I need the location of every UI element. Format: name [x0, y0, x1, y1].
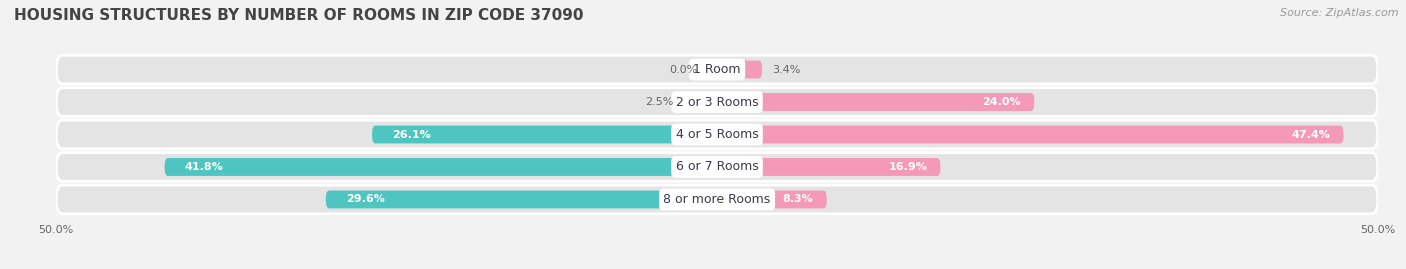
Text: 1 Room: 1 Room — [693, 63, 741, 76]
Text: 29.6%: 29.6% — [346, 194, 385, 204]
Text: HOUSING STRUCTURES BY NUMBER OF ROOMS IN ZIP CODE 37090: HOUSING STRUCTURES BY NUMBER OF ROOMS IN… — [14, 8, 583, 23]
Text: 2.5%: 2.5% — [645, 97, 673, 107]
FancyBboxPatch shape — [373, 126, 717, 143]
FancyBboxPatch shape — [326, 190, 717, 208]
FancyBboxPatch shape — [165, 158, 717, 176]
FancyBboxPatch shape — [685, 93, 717, 111]
FancyBboxPatch shape — [56, 88, 1378, 116]
Text: 41.8%: 41.8% — [184, 162, 224, 172]
Text: 16.9%: 16.9% — [889, 162, 927, 172]
FancyBboxPatch shape — [717, 61, 762, 79]
Text: 4 or 5 Rooms: 4 or 5 Rooms — [676, 128, 758, 141]
FancyBboxPatch shape — [717, 126, 1344, 143]
Text: 2 or 3 Rooms: 2 or 3 Rooms — [676, 95, 758, 108]
FancyBboxPatch shape — [56, 55, 1378, 84]
Text: 0.0%: 0.0% — [669, 65, 697, 75]
Text: 47.4%: 47.4% — [1292, 129, 1330, 140]
Text: Source: ZipAtlas.com: Source: ZipAtlas.com — [1281, 8, 1399, 18]
FancyBboxPatch shape — [56, 185, 1378, 214]
FancyBboxPatch shape — [717, 93, 1035, 111]
FancyBboxPatch shape — [717, 190, 827, 208]
FancyBboxPatch shape — [717, 158, 941, 176]
Text: 26.1%: 26.1% — [392, 129, 430, 140]
FancyBboxPatch shape — [56, 120, 1378, 149]
Text: 8.3%: 8.3% — [783, 194, 814, 204]
Text: 6 or 7 Rooms: 6 or 7 Rooms — [676, 161, 758, 174]
Text: 24.0%: 24.0% — [983, 97, 1021, 107]
Text: 3.4%: 3.4% — [772, 65, 801, 75]
Text: 8 or more Rooms: 8 or more Rooms — [664, 193, 770, 206]
FancyBboxPatch shape — [56, 153, 1378, 181]
